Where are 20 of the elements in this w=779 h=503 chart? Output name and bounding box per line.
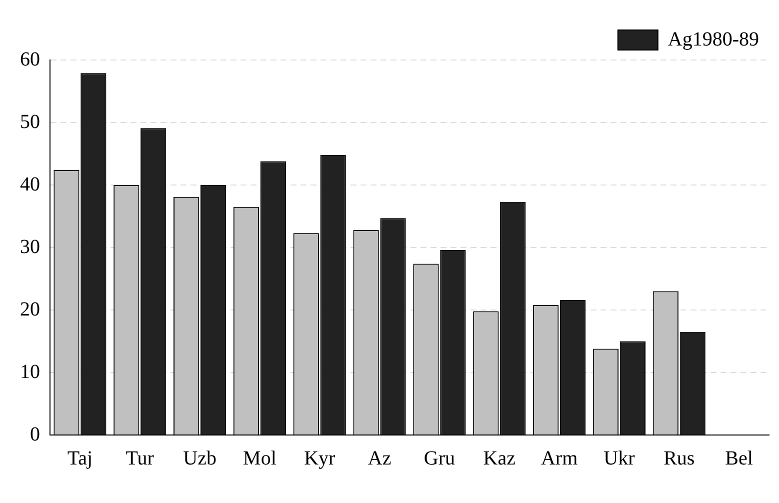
y-tick-label: 0 — [30, 423, 40, 446]
y-tick-label: 60 — [20, 48, 40, 70]
y-tick-label: 20 — [20, 298, 40, 320]
x-tick-label: Uzb — [183, 447, 216, 470]
x-tick-label: Ukr — [604, 447, 636, 470]
x-tick-label: Kaz — [483, 447, 516, 470]
x-tick-label: Az — [368, 447, 392, 470]
x-tick-label: Bel — [725, 447, 754, 470]
x-tick-label: Taj — [67, 447, 93, 470]
x-tick-label: Rus — [664, 447, 695, 470]
x-tick-label: Mol — [243, 447, 277, 470]
x-tick-label: Gru — [424, 447, 456, 470]
x-tick-label: Tur — [126, 447, 154, 470]
y-tick-label: 10 — [20, 360, 40, 383]
legend-label: Ag1980-89 — [668, 28, 760, 50]
x-tick-label: Kyr — [304, 447, 336, 470]
y-tick-label: 30 — [20, 236, 40, 258]
y-tick-label: 40 — [20, 173, 40, 196]
x-tick-label: Arm — [540, 447, 578, 470]
y-tick-label: 50 — [20, 110, 40, 133]
